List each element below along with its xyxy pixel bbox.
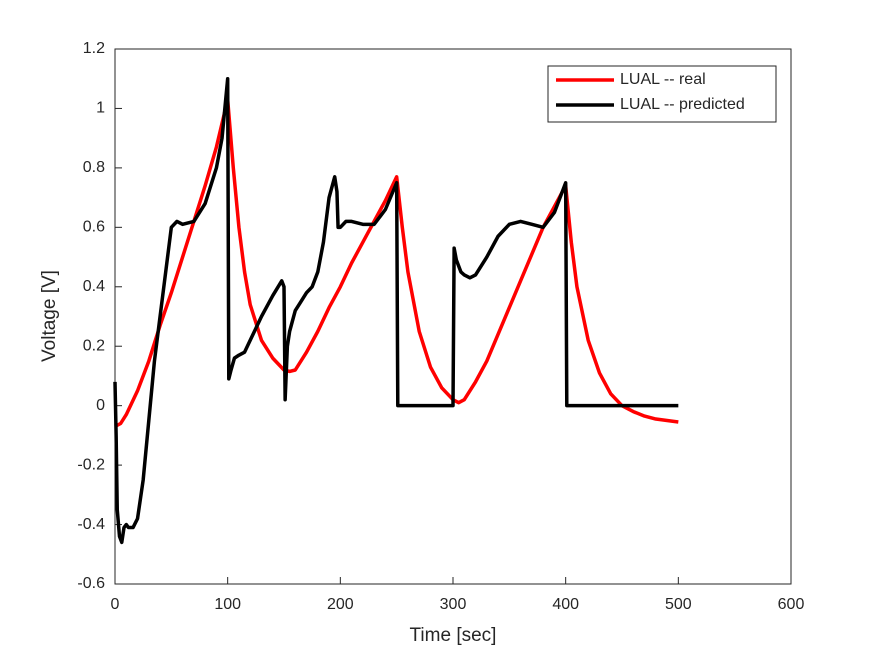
y-tick-label: -0.4	[77, 516, 105, 533]
series-line	[113, 76, 679, 545]
x-tick-label: 500	[665, 596, 692, 613]
x-tick-label: 200	[327, 596, 354, 613]
x-tick-label: 600	[778, 596, 805, 613]
x-tick-label: 300	[440, 596, 467, 613]
y-tick-label: 0.6	[83, 219, 105, 236]
y-tick-label: -0.2	[77, 456, 105, 473]
x-axis-label: Time [sec]	[410, 625, 497, 646]
y-axis-label: Voltage [V]	[39, 270, 60, 362]
legend-label: LUAL -- predicted	[620, 96, 745, 113]
legend-label: LUAL -- real	[620, 71, 706, 88]
y-tick-label: 0.4	[83, 278, 105, 295]
legend-box	[547, 65, 777, 123]
y-tick-label: -0.6	[77, 575, 105, 592]
y-tick-label: 0.8	[83, 159, 105, 176]
series-line	[114, 97, 679, 429]
y-tick-label: 0.2	[83, 337, 105, 354]
x-tick-label: 0	[111, 596, 120, 613]
x-tick-label: 100	[214, 596, 241, 613]
x-tick-label: 400	[552, 596, 579, 613]
y-tick-label: 1.2	[83, 40, 105, 57]
y-tick-label: 1	[96, 100, 105, 117]
y-tick-label: 0	[96, 397, 105, 414]
